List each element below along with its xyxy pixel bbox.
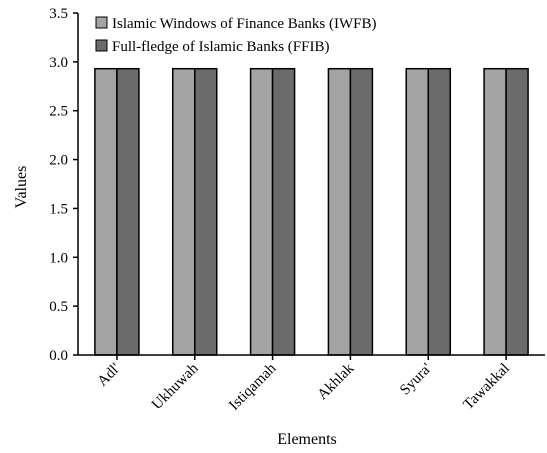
y-tick-label: 1.0 (49, 250, 68, 266)
bar-iwfb (172, 67, 196, 356)
bar-iwfb (405, 67, 429, 356)
bar-iwfb (94, 67, 118, 356)
legend: Islamic Windows of Finance Banks (IWFB) … (95, 16, 377, 55)
y-tick-label: 0.5 (49, 299, 68, 315)
x-tick-label: Adl' (95, 360, 124, 389)
y-axis-title: Values (13, 166, 30, 209)
x-axis-title: Elements (277, 431, 337, 448)
bar-ffib (271, 67, 296, 356)
legend-swatch-ffib (95, 39, 108, 52)
y-tick-label: 2.0 (49, 153, 68, 169)
bars (94, 67, 529, 356)
x-tick-label: Istiqamah (226, 360, 279, 413)
bar-iwfb (483, 67, 507, 356)
bar-iwfb (249, 67, 274, 356)
legend-label-ffib: Full-fledge of Islamic Banks (FFIB) (112, 39, 329, 55)
x-tick-label: Akhlak (315, 360, 358, 403)
y-tick-label: 0.0 (49, 348, 68, 364)
y-tick-label: 3.0 (49, 55, 68, 71)
bar-iwfb (327, 67, 352, 356)
bar-ffib (116, 67, 140, 356)
bar-ffib (194, 67, 218, 356)
legend-swatch-iwfb (95, 16, 108, 29)
legend-label-iwfb: Islamic Windows of Finance Banks (IWFB) (112, 16, 377, 32)
x-tick-label: Ukhuwah (149, 360, 202, 413)
y-tick-label: 1.5 (49, 201, 68, 217)
y-tick-label: 3.5 (49, 6, 68, 22)
x-tick-label: Tawakkal (461, 361, 513, 413)
bar-ffib (349, 67, 374, 356)
x-tick-label: Syura' (397, 360, 435, 398)
y-tick-label: 2.5 (49, 104, 68, 120)
bar-ffib (505, 67, 529, 356)
bar-ffib (427, 67, 451, 356)
